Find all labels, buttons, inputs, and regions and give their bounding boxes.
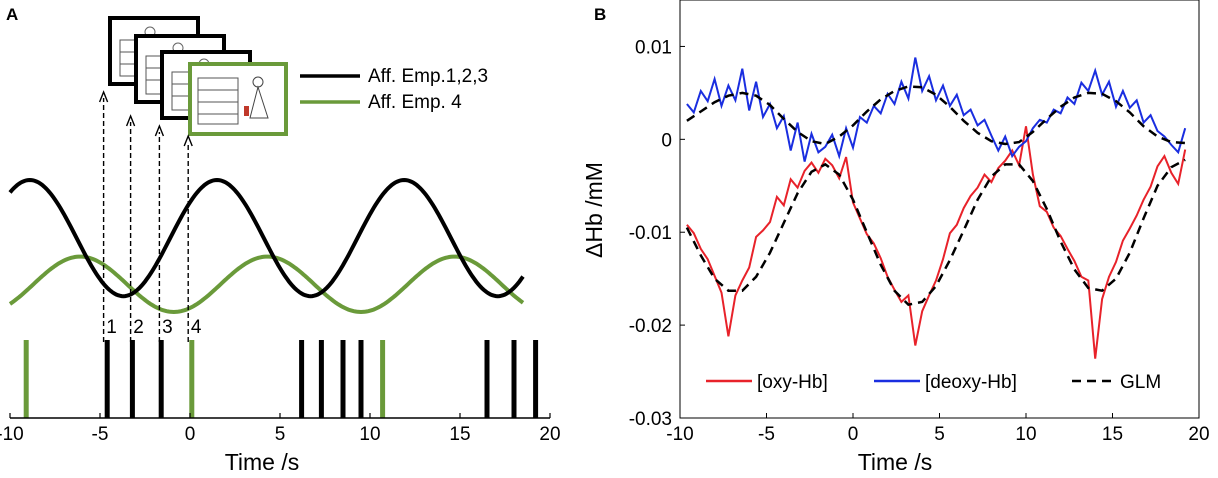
y-tick-label-1: 0 bbox=[661, 130, 672, 151]
panel-a-tick-label-0: 0 bbox=[185, 424, 196, 445]
sequence-number-4: 4 bbox=[191, 317, 202, 338]
y-tick-label-4: -0.03 bbox=[629, 409, 672, 430]
panel-b: B -10 -5 0 5 10 15 20 0.01 0 -0.01 -0.02 -0.03 ΔHb … bbox=[581, 0, 1210, 475]
legend-label-aff-emp-123: Aff. Emp.1,2,3 bbox=[368, 66, 488, 87]
aff-emp-123-curve bbox=[8, 177, 525, 299]
sequence-number-2: 2 bbox=[133, 317, 144, 338]
panel-a-x-axis: -10 -5 0 5 10 15 20 bbox=[0, 413, 561, 445]
x-tick-label--5: -5 bbox=[758, 424, 775, 445]
series-oxy-hb-0 bbox=[686, 126, 1187, 359]
series-glm-deoxy-fit-3 bbox=[686, 85, 1186, 146]
x-tick-label-20: 20 bbox=[1188, 424, 1209, 445]
panel-a-tick-label-20: 20 bbox=[539, 424, 560, 445]
plot-frame bbox=[679, 0, 1200, 419]
x-tick-label-10: 10 bbox=[1015, 424, 1036, 445]
y-tick-label-3: -0.02 bbox=[629, 316, 672, 337]
panel-a-curves bbox=[8, 177, 525, 315]
sequence-arrowhead-2 bbox=[125, 114, 136, 127]
x-tick-label-0: 0 bbox=[848, 424, 859, 445]
sequence-arrowhead-3 bbox=[154, 124, 165, 137]
x-tick-label--10: -10 bbox=[666, 424, 693, 445]
legend-label-glm: GLM bbox=[1120, 372, 1161, 393]
y-tick-label-0: 0.01 bbox=[635, 37, 672, 58]
panel-a-tick-label-15: 15 bbox=[449, 424, 470, 445]
aff-emp-4-curve bbox=[8, 254, 525, 315]
panel-a-letter: A bbox=[6, 5, 18, 24]
panel-b-letter: B bbox=[594, 5, 606, 24]
panel-a: A bbox=[0, 5, 561, 475]
panel-a-tick-label--5: -5 bbox=[92, 424, 109, 445]
stimulus-frame-4 bbox=[188, 62, 288, 136]
series-deoxy-hb-1 bbox=[686, 57, 1187, 162]
sequence-arrowhead-4 bbox=[183, 134, 193, 147]
y-tick-label-2: -0.01 bbox=[629, 223, 672, 244]
legend-label-deoxy: [deoxy-Hb] bbox=[925, 372, 1017, 393]
sequence-number-3: 3 bbox=[162, 317, 173, 338]
x-tick-label-5: 5 bbox=[934, 424, 945, 445]
panel-b-xlabel: Time /s bbox=[858, 449, 933, 475]
panel-b-ylabel: ΔHb /mM bbox=[581, 162, 607, 258]
sequence-number-1: 1 bbox=[106, 317, 117, 338]
legend-label-oxy: [oxy-Hb] bbox=[757, 372, 828, 393]
panel-a-tick-label-10: 10 bbox=[359, 424, 380, 445]
x-tick-label-15: 15 bbox=[1102, 424, 1123, 445]
panel-a-event-bars bbox=[23, 340, 539, 418]
panel-b-series bbox=[685, 57, 1187, 359]
panel-a-xlabel: Time /s bbox=[225, 449, 300, 475]
panel-a-legend: Aff. Emp.1,2,3 Aff. Emp. 4 bbox=[300, 66, 488, 113]
panel-b-axes: -10 -5 0 5 10 15 20 0.01 0 -0.01 -0.02 -0.03 bbox=[629, 37, 1210, 445]
sequence-arrowhead-1 bbox=[98, 90, 109, 103]
series-glm-2 bbox=[685, 158, 1186, 307]
panel-b-legend: [oxy-Hb] [deoxy-Hb] GLM bbox=[706, 372, 1161, 393]
legend-label-aff-emp-4: Aff. Emp. 4 bbox=[368, 92, 462, 113]
stimulus-images bbox=[108, 16, 288, 136]
panel-a-tick-label--10: -10 bbox=[0, 424, 24, 445]
panel-a-tick-label-5: 5 bbox=[275, 424, 286, 445]
